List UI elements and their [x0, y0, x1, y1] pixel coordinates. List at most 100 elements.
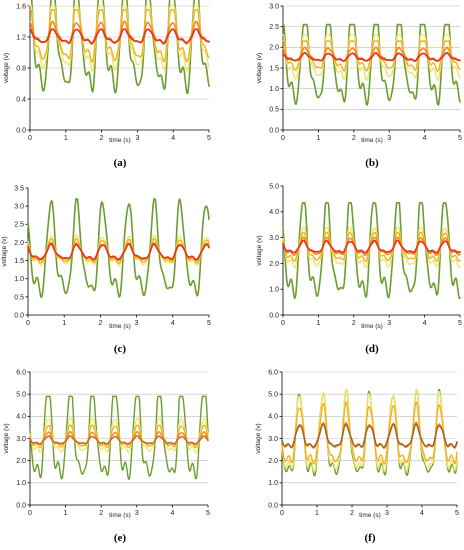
y-tick-label: 0.4 [16, 96, 26, 103]
y-tick-label: 0.0 [14, 312, 24, 319]
chart-panel-1: 0.0 0.4 0.8 1.2 1.6 0 1 2 3 4 5 time (s) voltage (v)… [3, 0, 211, 169]
y-tick-label: 1.5 [269, 65, 279, 72]
series-line-3 [29, 9, 210, 63]
y-tick-label: 3.0 [269, 235, 279, 242]
y-tick-label: 4.0 [16, 414, 26, 421]
x-axis-label: time (s) [359, 512, 381, 519]
x-tick-label: 2 [99, 510, 103, 517]
chart-panel-6: 0.0 1.0 2.0 3.0 4.0 5.0 6.0 0 1 2 3 4 5 time (s) volta… [255, 369, 459, 544]
y-tick-label: 3.0 [14, 204, 24, 211]
y-tick-label: 5.0 [268, 392, 278, 399]
series-line-3 [29, 424, 209, 449]
x-tick-label: 3 [135, 320, 139, 327]
series-line-5 [29, 28, 210, 45]
y-tick-label: 0.5 [14, 294, 24, 301]
y-tick-label: 6.0 [16, 369, 26, 376]
x-tick-label: 2 [100, 135, 104, 142]
x-tick-label: 3 [135, 135, 139, 142]
y-tick-label: 0.0 [268, 502, 278, 509]
x-tick-label: 5 [206, 510, 210, 517]
series-line-5 [27, 242, 210, 261]
series-line-1 [29, 395, 209, 480]
panel-label: (f) [365, 532, 376, 544]
y-tick-label: 2.0 [16, 458, 26, 465]
x-tick-label: 1 [316, 135, 320, 142]
panel-label: (b) [365, 157, 379, 169]
x-tick-label: 4 [170, 510, 174, 517]
x-tick-label: 1 [64, 135, 68, 142]
y-tick-label: 2.5 [269, 24, 279, 31]
y-tick-label: 1.0 [14, 276, 24, 283]
x-tick-label: 3 [135, 510, 139, 517]
chart-panel-3: 0.0 0.5 1.0 1.5 2.0 2.5 3.0 3.5 0 1 2 3 4 5 time (s) vo… [1, 185, 211, 355]
x-tick-label: 2 [352, 320, 356, 327]
x-tick-label: 3 [387, 320, 391, 327]
series-line-1 [282, 23, 461, 106]
series-line-3 [281, 401, 458, 465]
x-tick-label: 4 [423, 135, 427, 142]
x-tick-label: 5 [458, 320, 462, 327]
y-tick-label: 1.5 [14, 258, 24, 265]
series-line-5 [281, 423, 458, 449]
y-tick-label: 3.0 [268, 436, 278, 443]
x-tick-label: 5 [458, 135, 462, 142]
series-line-1 [281, 389, 458, 477]
x-axis-label: time (s) [361, 137, 383, 144]
y-tick-label: 3.0 [16, 436, 26, 443]
x-tick-label: 0 [280, 510, 284, 517]
panel-label: (d) [365, 343, 379, 355]
x-tick-label: 1 [64, 510, 68, 517]
y-tick-label: 1.6 [16, 3, 26, 10]
x-tick-label: 0 [281, 320, 285, 327]
series-line-1 [27, 198, 210, 299]
y-axis-label: voltage (v) [255, 423, 262, 453]
panel-label: (a) [114, 157, 127, 169]
x-tick-label: 5 [207, 135, 211, 142]
y-axis-label: voltage (v) [3, 53, 10, 83]
x-axis-label: time (s) [109, 323, 131, 330]
y-tick-label: 0.8 [16, 65, 26, 72]
y-axis-label: voltage (v) [1, 236, 8, 266]
y-tick-label: 0.0 [269, 127, 279, 134]
x-tick-label: 1 [315, 510, 319, 517]
x-tick-label: 0 [26, 320, 30, 327]
y-tick-label: 2.0 [269, 45, 279, 52]
y-tick-label: 2.0 [14, 240, 24, 247]
x-tick-label: 0 [28, 135, 32, 142]
x-tick-label: 1 [316, 320, 320, 327]
y-tick-label: 4.0 [268, 414, 278, 421]
y-tick-label: 1.0 [16, 480, 26, 487]
x-tick-label: 4 [171, 320, 175, 327]
x-axis-label: time (s) [361, 323, 383, 330]
x-tick-label: 0 [28, 510, 32, 517]
x-tick-label: 1 [62, 320, 66, 327]
x-tick-label: 3 [385, 510, 389, 517]
y-tick-label: 0.5 [269, 107, 279, 114]
y-tick-label: 2.0 [269, 261, 279, 268]
x-tick-label: 3 [387, 135, 391, 142]
series-line-2 [282, 226, 461, 269]
series-line-2 [281, 388, 458, 473]
y-axis-label: voltage (v) [256, 53, 263, 83]
series-line-1 [282, 201, 461, 299]
y-tick-label: 6.0 [268, 369, 278, 376]
x-tick-label: 2 [350, 510, 354, 517]
series-line-4 [282, 236, 461, 257]
series-line-3 [282, 231, 461, 263]
y-tick-label: 1.0 [269, 86, 279, 93]
y-axis-label: voltage (v) [256, 235, 263, 265]
series-line-5 [282, 239, 461, 254]
x-tick-label: 0 [281, 135, 285, 142]
x-tick-label: 2 [352, 135, 356, 142]
panel-label: (c) [114, 343, 127, 355]
y-axis-label: voltage (v) [3, 423, 10, 453]
x-tick-label: 4 [420, 510, 424, 517]
y-tick-label: 1.2 [16, 34, 26, 41]
chart-panel-2: 0.0 0.5 1.0 1.5 2.0 2.5 3.0 0 1 2 3 4 5 time (s) volta… [256, 3, 462, 169]
series-line-5 [282, 51, 461, 62]
x-tick-label: 4 [423, 320, 427, 327]
y-tick-label: 1.0 [269, 287, 279, 294]
y-tick-label: 0.0 [269, 312, 279, 319]
y-tick-label: 0.0 [16, 127, 26, 134]
